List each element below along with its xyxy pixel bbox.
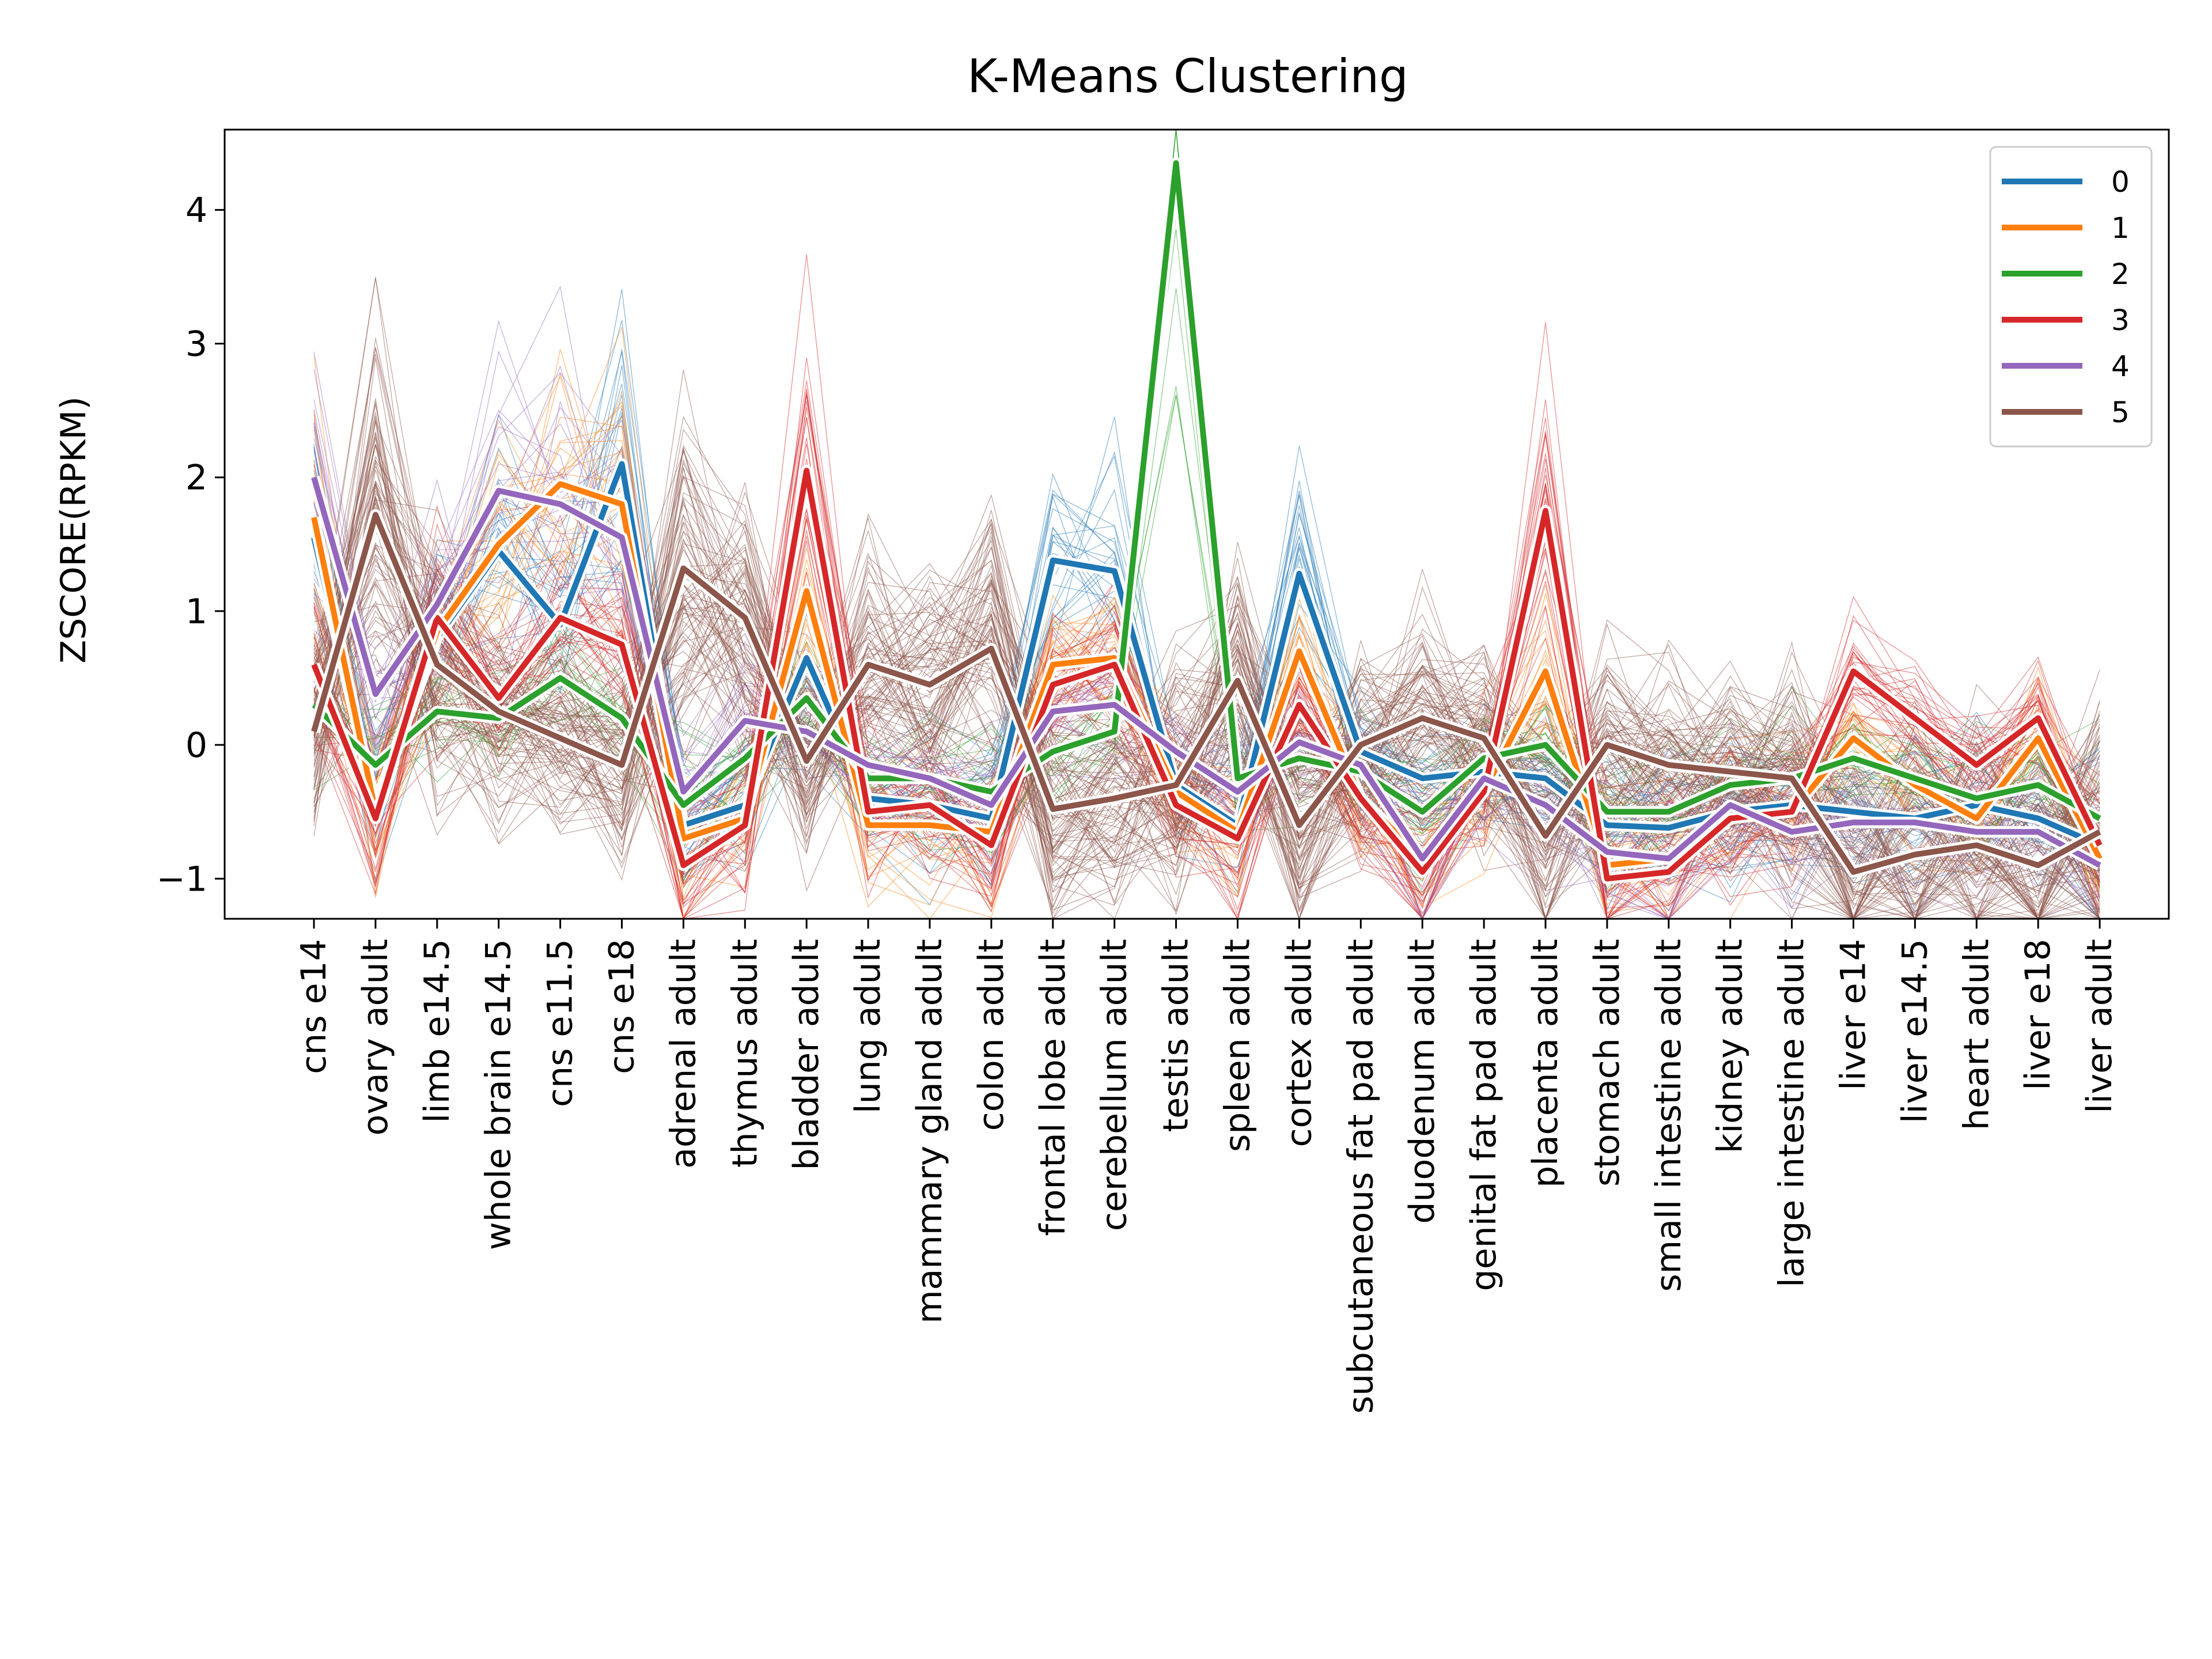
cluster-mean-lines xyxy=(308,157,2105,885)
cluster-4-mean-line xyxy=(311,476,2101,868)
gene-line xyxy=(313,541,2100,920)
legend-label: 2 xyxy=(2111,257,2130,291)
gene-line xyxy=(313,438,2100,920)
x-tick-label: liver e14.5 xyxy=(1895,939,1935,1123)
x-tick-label: thymus adult xyxy=(725,939,765,1168)
x-tick-label: mammary gland adult xyxy=(910,939,950,1324)
x-tick-label: cns e14 xyxy=(294,939,334,1074)
gene-line xyxy=(313,483,2100,921)
gene-line xyxy=(313,541,2100,920)
y-tick-label: 0 xyxy=(185,725,207,766)
y-tick-label: 4 xyxy=(185,190,207,230)
legend: 0 1 2 3 4 5 xyxy=(1989,146,2153,448)
x-tick-label: limb e14.5 xyxy=(417,939,457,1123)
gene-line xyxy=(313,416,2100,919)
gene-line xyxy=(313,404,2100,920)
y-axis-label: ZSCORE(RPKM) xyxy=(54,396,94,664)
y-tick-label: −1 xyxy=(157,859,207,899)
x-tick-label: duodenum adult xyxy=(1402,939,1442,1224)
legend-label: 4 xyxy=(2111,350,2130,383)
x-tick-label: cns e18 xyxy=(602,939,642,1074)
gene-line xyxy=(313,488,2100,889)
gene-line xyxy=(313,530,2100,908)
legend-label: 1 xyxy=(2111,211,2130,245)
x-tick-label: placenta adult xyxy=(1525,939,1566,1188)
x-axis: cns e14 ovary adult limb e14.5 whole brain … xyxy=(294,919,2120,1414)
y-tick-label: 2 xyxy=(185,458,207,498)
x-tick-label: liver e18 xyxy=(2018,939,2058,1090)
x-tick-label: cns e11.5 xyxy=(540,939,581,1107)
gene-line xyxy=(313,450,2100,921)
x-tick-label: bladder adult xyxy=(786,939,827,1170)
legend-label: 5 xyxy=(2111,396,2130,429)
x-tick-label: testis adult xyxy=(1156,939,1196,1132)
x-tick-label: cerebellum adult xyxy=(1094,939,1135,1231)
x-tick-label: small intestine adult xyxy=(1649,939,1689,1292)
gene-line xyxy=(313,589,2100,919)
x-tick-label: stomach adult xyxy=(1587,939,1627,1187)
gene-line xyxy=(313,565,2100,891)
x-tick-label: adrenal adult xyxy=(663,939,703,1169)
gene-line xyxy=(313,573,2100,919)
x-tick-label: spleen adult xyxy=(1218,939,1258,1152)
gene-line xyxy=(313,520,2100,919)
chart-title: K-Means Clustering xyxy=(967,50,1408,103)
gene-line xyxy=(313,447,2100,888)
x-tick-label: lung adult xyxy=(848,939,888,1113)
gene-line xyxy=(313,499,2100,919)
x-tick-label: frontal lobe adult xyxy=(1033,939,1073,1236)
gene-line xyxy=(313,495,2100,919)
y-tick-label: 1 xyxy=(185,592,207,632)
x-tick-label: heart adult xyxy=(1956,939,1997,1130)
x-tick-label: cortex adult xyxy=(1279,939,1319,1147)
x-tick-label: whole brain e14.5 xyxy=(479,939,519,1250)
gene-line xyxy=(313,531,2100,876)
gene-line xyxy=(313,469,2100,920)
y-axis: −1 0 1 2 3 4 xyxy=(157,190,225,899)
legend-label: 3 xyxy=(2111,304,2130,337)
legend-frame xyxy=(1989,146,2153,448)
legend-label: 0 xyxy=(2111,165,2130,199)
gene-line xyxy=(313,407,2100,920)
gene-line xyxy=(313,540,2100,920)
x-tick-label: genital fat pad adult xyxy=(1464,939,1504,1291)
x-tick-label: kidney adult xyxy=(1710,939,1751,1153)
x-tick-label: large intestine adult xyxy=(1772,939,1812,1287)
x-tick-label: liver e14 xyxy=(1834,939,1874,1090)
x-tick-label: subcutaneous fat pad adult xyxy=(1340,939,1381,1414)
x-tick-label: liver adult xyxy=(2080,939,2120,1113)
gene-line xyxy=(313,497,2100,920)
plot-frame xyxy=(224,128,2170,920)
cluster-5-mean-line xyxy=(311,512,2101,875)
x-tick-label: colon adult xyxy=(971,939,1012,1131)
x-tick-label: ovary adult xyxy=(355,939,396,1135)
y-tick-label: 3 xyxy=(185,324,207,365)
